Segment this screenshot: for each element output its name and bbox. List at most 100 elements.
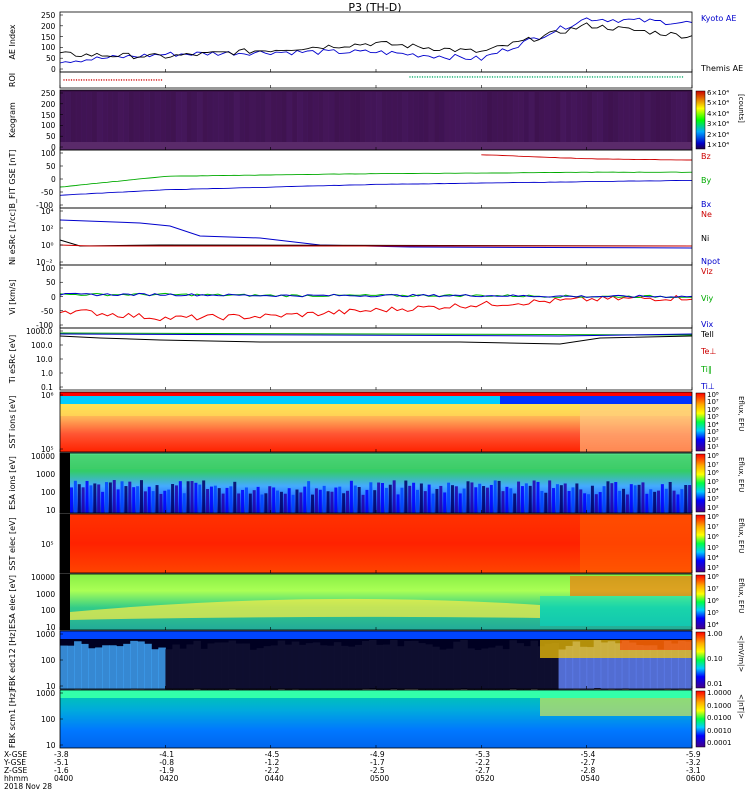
fbk-e-column <box>361 640 370 689</box>
keogram-column <box>523 92 530 148</box>
fbk-e-column <box>116 646 124 695</box>
roi-dot-red <box>73 79 75 81</box>
fbk_b-cblabel: <|nT|> <box>737 694 745 720</box>
temp-ytick: 100.0 <box>31 341 53 350</box>
keogram-column <box>439 92 445 148</box>
fbk_e-cbtick: 1.00 <box>707 630 723 638</box>
series-line-vix <box>59 292 693 299</box>
xaxis-tick-t: 0600 <box>686 774 706 783</box>
roi-dot-green <box>486 76 489 78</box>
sst_i-cbtick: 10⁵ <box>707 413 719 422</box>
esa-elec-late-cyan <box>540 596 692 626</box>
fbk_e-ytick: 100 <box>41 656 56 665</box>
keogram-column <box>60 92 66 148</box>
roi-dot-green <box>554 76 556 78</box>
roi-dot-green <box>656 76 659 78</box>
esa-elec-gap <box>60 574 70 630</box>
roi-dot-green <box>641 76 644 78</box>
keogram-column <box>644 92 651 148</box>
roi-dot-green <box>526 76 529 78</box>
roi-dot-red <box>110 79 113 81</box>
esa-ion-noise <box>513 493 517 513</box>
esa-ion-noise <box>120 481 124 513</box>
esa-ion-noise <box>431 493 435 513</box>
fbk-e-column <box>383 644 391 693</box>
fbk-e-column <box>67 645 75 694</box>
roi-dot-green <box>651 76 654 78</box>
esa-ion-noise <box>450 485 454 513</box>
roi-dot-green <box>531 76 534 78</box>
roi-dot-green <box>609 76 611 78</box>
xaxis-row-label-2: Z-GSE <box>4 766 28 775</box>
keogram-column <box>634 92 640 148</box>
esa-ion-noise <box>590 485 594 513</box>
roi-dot-green <box>474 76 476 78</box>
keogram-column <box>681 92 688 148</box>
keogram-column <box>349 92 356 148</box>
series-line-bz <box>481 154 692 161</box>
sst_e-cbtick: 10⁸ <box>707 513 719 521</box>
fbk_e-ytick: 1000 <box>36 630 56 639</box>
sst_e-cbtick: 10⁴ <box>707 553 719 562</box>
roi-dot-red <box>75 79 78 81</box>
keogram-column <box>328 92 335 148</box>
roi-dot-green <box>524 76 526 78</box>
esa-ion-noise <box>637 484 641 513</box>
density-ytick: 10⁰ <box>41 241 54 250</box>
esa-ion-noise <box>618 490 622 513</box>
roi-dot-green <box>654 76 656 78</box>
keogram-column <box>381 92 388 148</box>
esa-ion-noise <box>555 484 559 513</box>
roi-dot-green <box>409 76 411 78</box>
keogram-column <box>539 92 546 148</box>
velocity-ytick: 100 <box>41 264 56 273</box>
esa_i-cbtick: 10² <box>707 504 719 512</box>
keogram-column <box>149 92 156 148</box>
esa-ion-noise <box>221 493 225 513</box>
sst_e-colorbar <box>695 514 706 573</box>
fbk-e-column <box>453 641 461 690</box>
fbk-e-column <box>368 640 377 689</box>
density-ylabel: Ni eSRc [1/cc] <box>8 208 17 265</box>
roi-dot-green <box>419 76 421 78</box>
esa_i-ytick: 1000 <box>36 470 56 479</box>
fbk_e-cbtick: 0.10 <box>707 655 723 663</box>
fbk_b-ylabel: FBK scm1 [Hz] <box>8 689 17 749</box>
esa-ion-noise <box>400 487 404 513</box>
fbk-e-column <box>614 643 623 692</box>
esa-ion-noise <box>388 484 392 513</box>
xaxis-tick-t: 0520 <box>475 774 495 783</box>
fbk-e-column <box>488 647 496 696</box>
esa-ion-noise <box>299 492 303 513</box>
roi-dot-green <box>611 76 614 78</box>
roi-dot-red <box>130 79 133 81</box>
esa-ion-noise <box>178 481 182 513</box>
esa-ion-noise <box>392 480 396 513</box>
keogram-column <box>455 92 461 148</box>
sst_i-ytick: 10⁵ <box>41 445 54 454</box>
roi-dot-green <box>561 76 564 78</box>
ae-ytick: 150 <box>41 32 56 42</box>
roi-dot-green <box>444 76 446 78</box>
esa-ion-noise <box>571 487 575 513</box>
esa-ion-noise <box>427 484 431 513</box>
keogram-column <box>576 92 582 148</box>
esa-ion-noise <box>283 493 287 513</box>
fbk-e-column <box>474 649 482 698</box>
esa-ion-noise <box>625 494 629 513</box>
fbk-e-column <box>242 643 251 692</box>
roi-dot-red <box>150 79 153 81</box>
ae-legend-themis ae: Themis AE <box>701 64 744 73</box>
esa-ion-noise <box>412 482 416 513</box>
keogram-cbtick: 5×10⁴ <box>707 99 730 108</box>
roi-dot-red <box>65 79 68 81</box>
fbk-e-column <box>551 642 560 691</box>
esa_i-cbtick: 10³ <box>707 495 719 504</box>
roi-dot-green <box>644 76 646 78</box>
esa-ion-noise <box>622 488 626 513</box>
esa-ion-noise <box>73 480 77 513</box>
xaxis-tick-z: -2.7 <box>475 766 490 775</box>
roi-dot-green <box>429 76 431 78</box>
fbk-e-column <box>432 646 440 695</box>
velocity-ytick: -100 <box>36 321 54 330</box>
